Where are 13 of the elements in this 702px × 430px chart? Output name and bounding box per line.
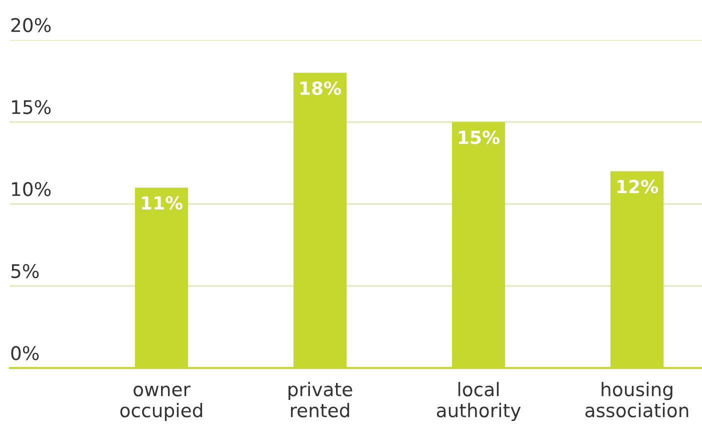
y-tick-label: 20% [11,18,51,32]
x-tick-label: private rented [288,382,352,418]
y-tick-label: 5% [11,264,39,278]
data-label: 11% [142,196,183,210]
y-tick-label: 0% [11,346,39,360]
x-tick-label: local authority [436,382,521,422]
y-tick-label: 15% [12,100,51,114]
x-tick-label: owner occupied [120,386,202,422]
data-label: 18% [300,81,342,95]
data-label: 15% [458,130,500,144]
x-tick-label: housing association [585,382,688,418]
y-tick-label: 10% [12,182,51,196]
data-label: 12% [617,180,658,194]
